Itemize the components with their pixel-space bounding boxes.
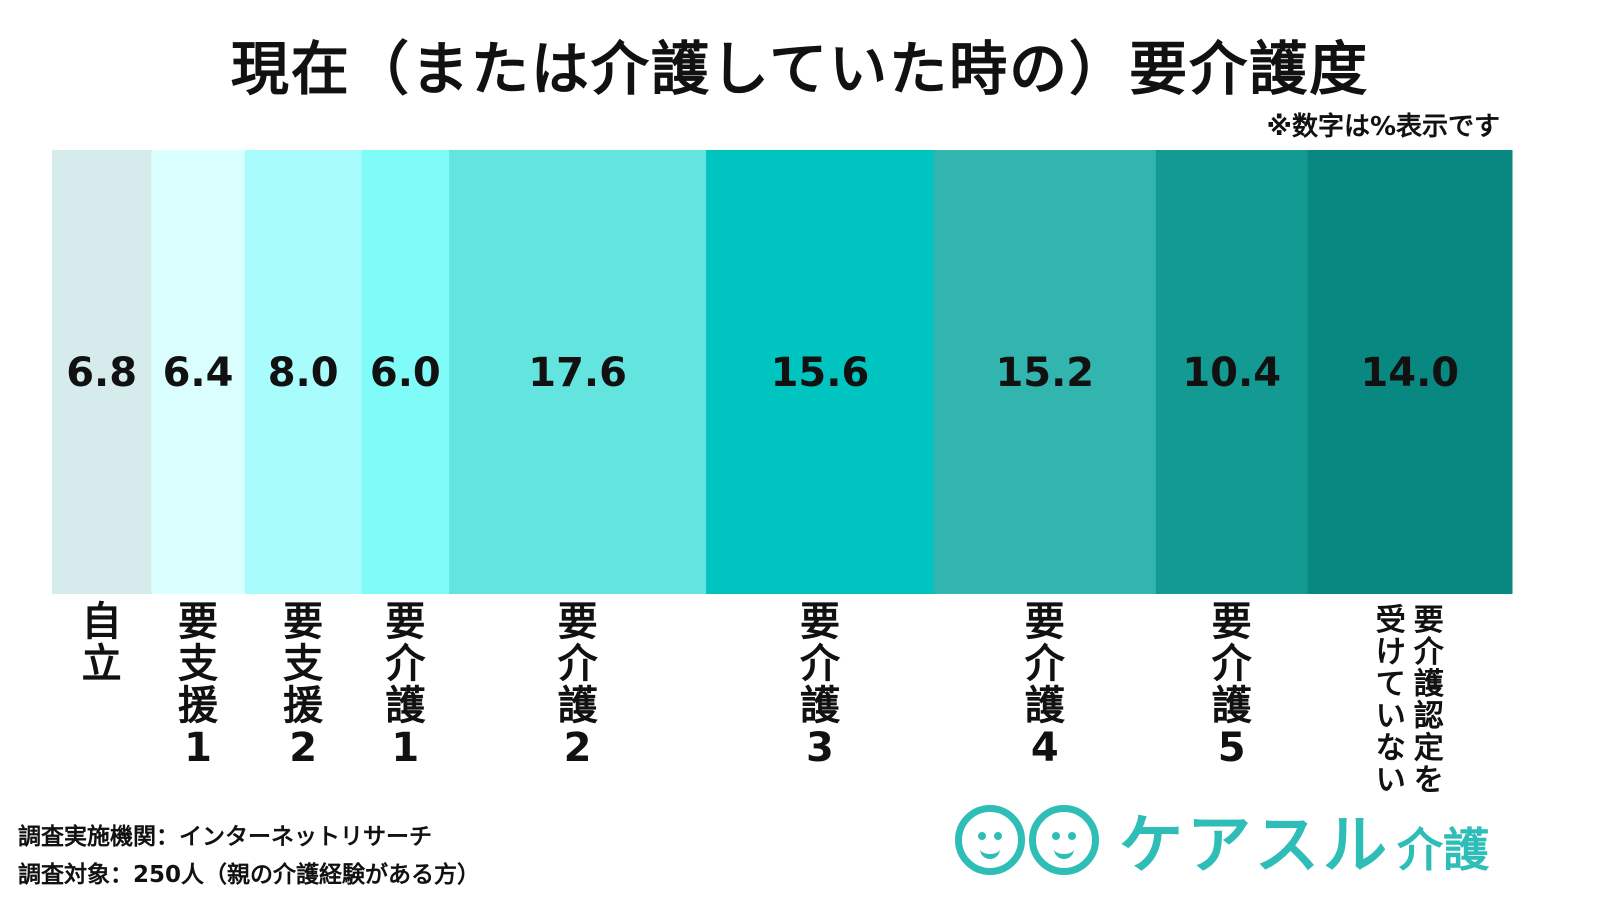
data-label: 14.0 [1360,350,1459,396]
category-label-char: 援 [283,683,324,729]
category-label-char: 要 [1414,603,1444,638]
category-label-char: 介 [1212,641,1253,687]
category-labels: 自立要支援1要支援2要介護1要介護2要介護3要介護4要介護5受けていない要介護認… [82,599,1445,798]
category-label-char: 2 [564,725,592,771]
category-label-char: 立 [82,641,122,687]
category-label-char: 3 [806,725,834,771]
data-label: 10.4 [1182,350,1281,396]
data-label: 6.8 [66,350,137,396]
category-label-char: 要 [385,599,425,645]
logo-sub: 介護 [1397,823,1489,877]
category-label-char: 護 [385,683,426,729]
category-label-char: 支 [283,641,323,687]
category-label-char: て [1376,667,1406,702]
category-label-char: 1 [391,725,419,771]
survey-institution: 調査実施機関：インターネットリサーチ [18,824,432,850]
category-label-char: 援 [178,683,219,729]
category-label-char: 5 [1218,725,1246,771]
category-label-char: 要 [800,599,840,645]
bar-segment [361,150,450,594]
data-label: 6.4 [163,350,234,396]
stacked-bar-chart: 6.8 6.4 8.0 6.0 17.6 15.6 15.2 10.4 14.0 自立要支援1要… [52,150,1513,798]
category-label-char: 護 [1212,683,1253,729]
logo-name: ケアスル [1119,809,1391,883]
chart-title: 現在（または介護していた時の）要介護度 [230,35,1370,103]
category-label-char: 認 [1414,699,1444,734]
bar-segments [52,150,1513,594]
category-label-char: 要 [558,599,598,645]
bar-segment [244,150,363,594]
category-label-char: 2 [289,725,317,771]
category-label-char: 定 [1414,731,1444,766]
category-label-char: 1 [184,725,212,771]
data-label: 17.6 [528,350,627,396]
category-label-char: な [1376,731,1406,766]
bar-segment [52,150,152,594]
bar-segment [1155,150,1309,594]
category-label-char: 要 [1212,599,1252,645]
smile-face-icon [1029,805,1099,875]
category-label-char: 自 [82,599,122,645]
category-label-char: 受 [1376,603,1406,638]
bar-segment [706,150,935,594]
category-label-char: を [1414,763,1444,798]
category-label-char: 4 [1031,725,1059,771]
category-label-char: 護 [1414,667,1445,702]
category-label-char: 要 [178,599,218,645]
bar-segment [449,150,707,594]
category-label-char: 支 [178,641,218,687]
bar-segment [933,150,1157,594]
brand-logo: ケアスル 介護 [955,795,1595,885]
category-label-char: 介 [800,641,841,687]
category-label-char: 介 [558,641,599,687]
category-label-char: い [1376,763,1406,798]
value-labels: 6.8 6.4 8.0 6.0 17.6 15.6 15.2 10.4 14.0 [66,350,1459,396]
category-label-char: 介 [1413,635,1445,670]
category-label-char: 護 [1025,683,1066,729]
data-label: 15.6 [771,350,870,396]
category-label-char: け [1376,635,1406,670]
category-label-char: 介 [1025,641,1066,687]
category-label-char: 介 [385,641,426,687]
bar-segment [1307,150,1513,594]
smile-face-icon [955,805,1025,875]
logo-faces-icon [955,805,1103,875]
data-label: 15.2 [995,350,1094,396]
survey-target: 調査対象：250人（親の介護経験がある方） [18,862,481,888]
category-label-char: 護 [800,683,841,729]
category-label-char: い [1376,699,1406,734]
category-label-char: 要 [283,599,323,645]
data-label: 8.0 [268,350,339,396]
survey-info: 調査実施機関：インターネットリサーチ 調査対象：250人（親の介護経験がある方） [18,818,480,894]
category-label-char: 要 [1025,599,1065,645]
category-label-char: 護 [558,683,599,729]
bar-segment [151,150,246,594]
unit-note: ※数字は%表示です [1266,112,1500,142]
data-label: 6.0 [370,350,441,396]
